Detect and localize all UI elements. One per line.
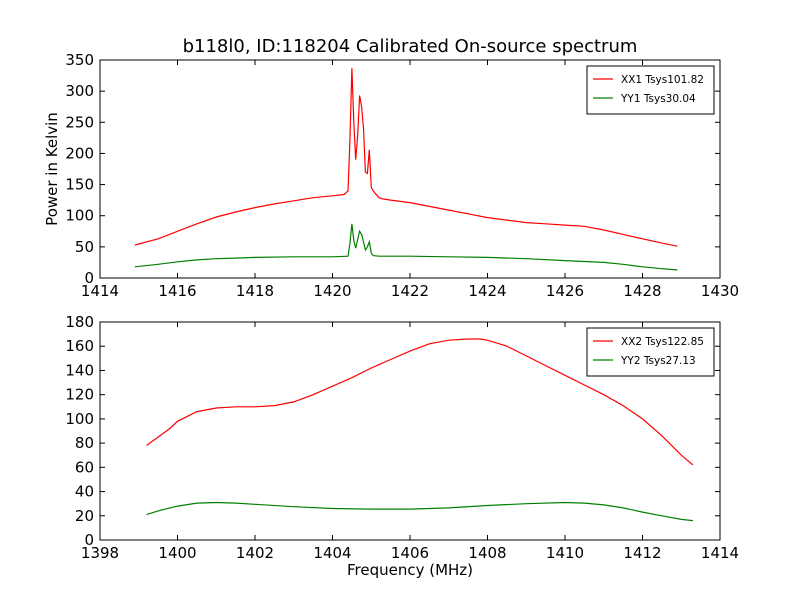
panel-2-legend-box bbox=[586, 327, 715, 377]
panel-1-ytick-label: 300 bbox=[65, 82, 94, 100]
panel-2-xtick-label: 1402 bbox=[236, 544, 274, 562]
panel-1-xtick-label: 1418 bbox=[236, 282, 274, 300]
panel-1-xtick-label: 1424 bbox=[468, 282, 506, 300]
panel-2-xtick-label: 1414 bbox=[701, 544, 739, 562]
panel-2-ytick-label: 0 bbox=[84, 531, 94, 549]
panel-1-xtick-label: 1422 bbox=[391, 282, 429, 300]
panel-1-series-2-line bbox=[134, 223, 678, 271]
panel-1-ytick-label: 100 bbox=[65, 207, 94, 225]
panel-2-ytick-label: 160 bbox=[65, 337, 94, 355]
panel-1-legend-box bbox=[586, 65, 715, 115]
panel-2-series-2-line bbox=[146, 501, 693, 522]
chart-title: b118l0, ID:118204 Calibrated On-source s… bbox=[183, 36, 638, 57]
panel-2-xtick-label: 1406 bbox=[391, 544, 429, 562]
panel-1-ytick-label: 150 bbox=[65, 176, 94, 194]
panel-1-series-1-line bbox=[134, 68, 678, 247]
panel-2-ytick-label: 120 bbox=[65, 386, 94, 404]
panel-2-xtick-label: 1400 bbox=[158, 544, 196, 562]
panel-2-ytick-label: 100 bbox=[65, 410, 94, 428]
panel-1-legend-label-1: XX1 Tsys101.82 bbox=[621, 74, 704, 86]
panel-2-series-1-line bbox=[146, 338, 694, 466]
panel-1-xtick-label: 1428 bbox=[623, 282, 661, 300]
panel-1-ytick-label: 200 bbox=[65, 144, 94, 162]
panel-1-ytick-label: 350 bbox=[65, 51, 94, 69]
panel-1-legend: XX1 Tsys101.82 YY1 Tsys30.04 bbox=[586, 65, 715, 115]
panel-2-ytick-label: 40 bbox=[75, 483, 94, 501]
panel-1-xtick-label: 1416 bbox=[158, 282, 196, 300]
panel-2-ytick-label: 80 bbox=[75, 434, 94, 452]
panel-1-xtick-label: 1426 bbox=[546, 282, 584, 300]
panel-2-xtick-label: 1408 bbox=[468, 544, 506, 562]
panel-2-xtick-label: 1398 bbox=[81, 544, 119, 562]
panel-1-ytick-label: 250 bbox=[65, 113, 94, 131]
panel-2-xtick-label: 1410 bbox=[546, 544, 584, 562]
panel-1-legend-label-2: YY1 Tsys30.04 bbox=[620, 93, 696, 105]
plots-layer: 1414 1416 1418 1420 1422 1424 1426 1428 1430 0 50 1… bbox=[43, 51, 739, 579]
panel-2: 1398 1400 1402 1404 1406 1408 1410 1412 1414 0 20 4… bbox=[65, 313, 739, 579]
panel-2-legend-label-1: XX2 Tsys122.85 bbox=[621, 336, 704, 348]
panel-1-xtick-label: 1414 bbox=[81, 282, 119, 300]
panel-1-xtick-label: 1420 bbox=[313, 282, 351, 300]
panel-1-ytick-label: 0 bbox=[84, 269, 94, 287]
panel-1-ytick-label: 50 bbox=[75, 238, 94, 256]
panel-2-legend: XX2 Tsys122.85 YY2 Tsys27.13 bbox=[586, 327, 715, 377]
panel-2-xlabel: Frequency (MHz) bbox=[347, 561, 473, 579]
panel-2-ytick-label: 60 bbox=[75, 458, 94, 476]
panel-2-xtick-label: 1404 bbox=[313, 544, 351, 562]
panel-2-ytick-label: 140 bbox=[65, 361, 94, 379]
panel-2-ytick-label: 180 bbox=[65, 313, 94, 331]
panel-1: 1414 1416 1418 1420 1422 1424 1426 1428 1430 0 50 1… bbox=[43, 51, 739, 300]
panel-2-xtick-label: 1412 bbox=[623, 544, 661, 562]
panel-2-ytick-label: 20 bbox=[75, 507, 94, 525]
panel-1-xtick-label: 1430 bbox=[701, 282, 739, 300]
panel-2-legend-label-2: YY2 Tsys27.13 bbox=[620, 355, 696, 367]
panel-1-ylabel: Power in Kelvin bbox=[43, 112, 61, 226]
